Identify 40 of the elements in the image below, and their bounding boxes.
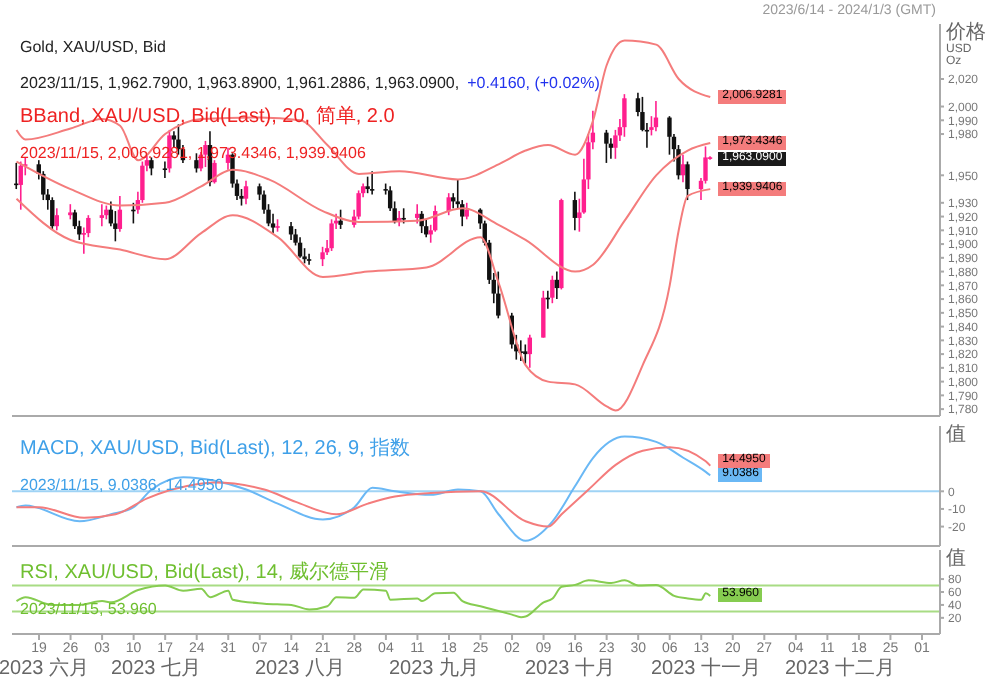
candlestick xyxy=(604,129,609,164)
annotation: +0.4160, (+0.02%) xyxy=(467,73,600,92)
candlestick xyxy=(320,246,325,267)
y-axis-title: 值 xyxy=(946,548,966,570)
line-series xyxy=(15,142,712,273)
candlestick xyxy=(523,343,528,365)
candlestick xyxy=(496,270,501,320)
line-series xyxy=(15,435,712,542)
line-series xyxy=(15,579,712,619)
candlestick xyxy=(369,170,375,196)
annotation: 2023/11/15, 1,962.7900, 1,963.8900, 1,961.2886, 1,963.0900, xyxy=(20,73,460,92)
line-series xyxy=(15,188,712,412)
y-axis-title: 值 xyxy=(946,424,966,446)
text: 2023 十月 xyxy=(524,658,616,680)
candlestick xyxy=(162,160,168,179)
text: 2023 十一月 xyxy=(650,658,762,680)
candlestick xyxy=(356,189,361,221)
text: 2023 六月 xyxy=(0,658,90,680)
candlestick xyxy=(550,274,555,305)
candlestick xyxy=(572,191,578,232)
text: 2023 九月 xyxy=(388,658,480,680)
text: 2023 八月 xyxy=(254,658,346,680)
candlestick xyxy=(306,252,312,266)
candlestick xyxy=(50,196,55,230)
candlestick xyxy=(622,93,627,138)
text: 2023 十二月 xyxy=(784,658,896,680)
text: MACD, XAU/USD, Bid(Last), 12, 26, 9, 指数 xyxy=(20,438,411,460)
candlestick xyxy=(54,207,59,232)
candlestick xyxy=(541,290,546,339)
text: 2023 七月 xyxy=(110,658,202,680)
candlestick xyxy=(338,208,343,230)
candlestick xyxy=(329,218,334,252)
candlestick xyxy=(667,115,672,156)
line-series xyxy=(15,39,712,181)
text: RSI, XAU/USD, Bid(Last), 14, 威尔德平滑 xyxy=(20,562,389,584)
candlestick xyxy=(680,153,686,183)
candlestick xyxy=(243,180,249,205)
candlestick xyxy=(99,203,105,227)
candlestick xyxy=(685,160,690,201)
text: Gold, XAU/USD, Bid xyxy=(20,38,166,56)
